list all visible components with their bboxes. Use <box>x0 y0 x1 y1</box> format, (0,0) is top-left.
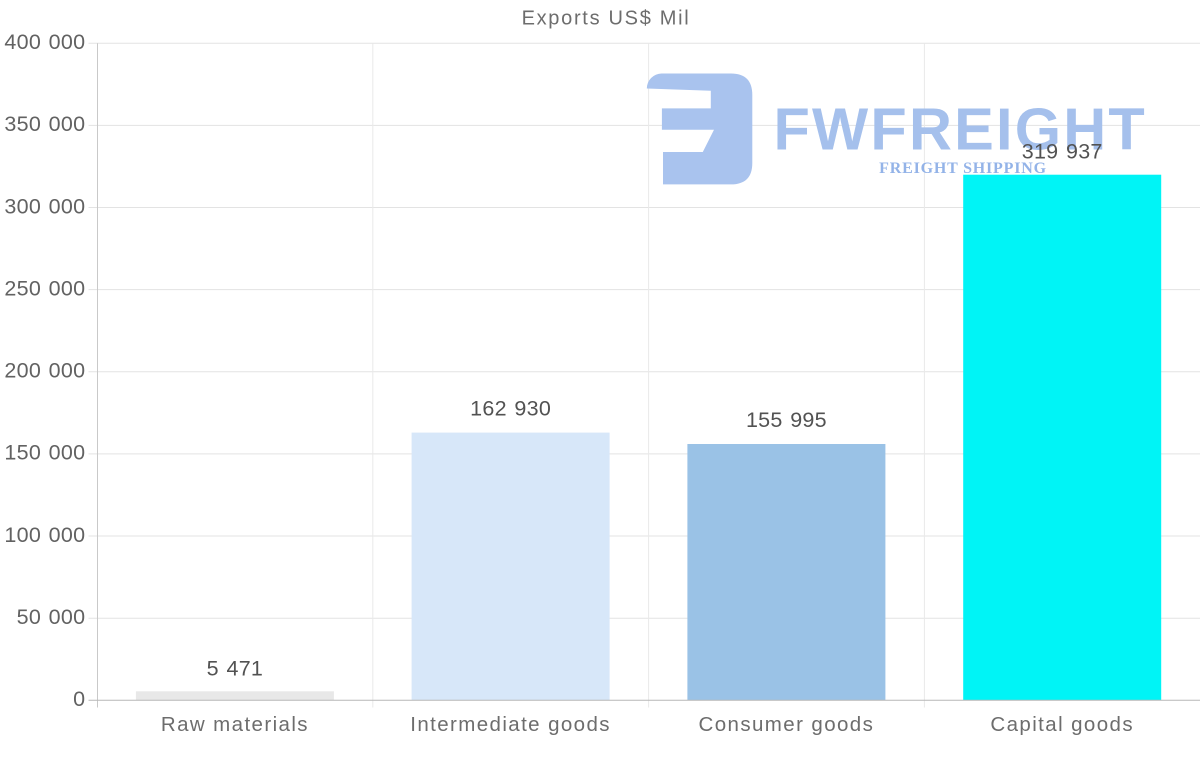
svg-text:250 000: 250 000 <box>4 276 85 300</box>
svg-text:5 471: 5 471 <box>207 657 263 681</box>
svg-text:162 930: 162 930 <box>470 396 551 420</box>
svg-text:155 995: 155 995 <box>746 408 827 432</box>
svg-text:200 000: 200 000 <box>4 359 85 383</box>
svg-text:FWFREIGHT: FWFREIGHT <box>774 95 1147 162</box>
svg-text:Intermediate goods: Intermediate goods <box>410 713 611 736</box>
svg-text:Raw materials: Raw materials <box>161 713 309 736</box>
svg-text:Capital goods: Capital goods <box>990 713 1134 736</box>
svg-text:FREIGHT SHIPPING: FREIGHT SHIPPING <box>879 160 1047 177</box>
svg-text:0: 0 <box>73 687 85 711</box>
svg-text:150 000: 150 000 <box>4 441 85 465</box>
svg-text:400 000: 400 000 <box>4 30 85 54</box>
svg-text:Consumer goods: Consumer goods <box>699 713 875 736</box>
svg-text:350 000: 350 000 <box>4 112 85 136</box>
svg-text:50 000: 50 000 <box>17 605 86 629</box>
svg-text:100 000: 100 000 <box>4 523 85 547</box>
svg-text:300 000: 300 000 <box>4 194 85 218</box>
svg-text:319 937: 319 937 <box>1022 139 1103 163</box>
svg-text:Exports US$ Mil: Exports US$ Mil <box>522 7 691 29</box>
